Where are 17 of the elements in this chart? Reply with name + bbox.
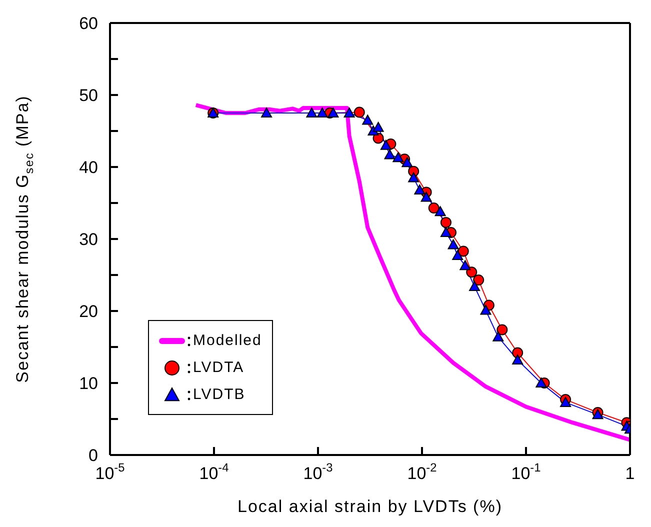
x-axis-title: Local axial strain by LVDTs (%) [238,497,502,516]
y-tick-label: 30 [79,230,98,249]
y-tick-label: 60 [79,14,98,33]
x-tick-label: 10$^{-2}$ [407,460,438,483]
x-tick-label: 10$^{-5}$ [95,460,126,483]
x-tick-label: 10$^{-3}$ [303,460,334,483]
legend-label: Modelled [193,332,262,349]
y-tick-label: 40 [79,158,98,177]
legend-label: LVDTA [193,359,244,376]
legend-label: LVDTB [193,386,246,403]
x-tick-label: 10$^{-4}$ [199,460,230,483]
y-tick-label: 10 [79,374,98,393]
x-tick-label: 1 [625,464,635,483]
x-tick-label: 10$^{-1}$ [511,460,542,483]
y-tick-label: 20 [79,302,98,321]
y-tick-label: 50 [79,86,98,105]
y-tick-label: 0 [88,446,98,465]
